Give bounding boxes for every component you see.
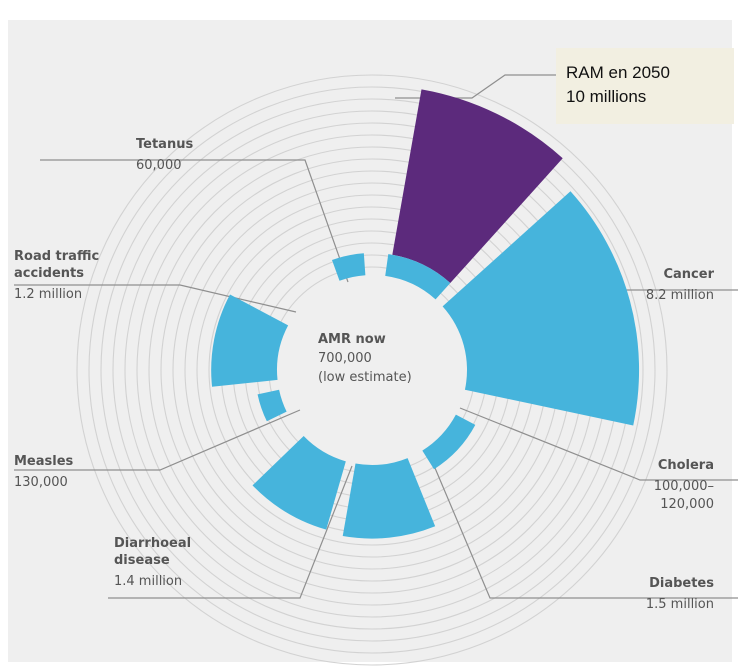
label-name: Diarrhoeal xyxy=(114,536,191,551)
leader-line xyxy=(40,159,349,283)
label-name: Measles xyxy=(14,454,74,469)
label-name: Cancer xyxy=(663,267,714,282)
center-label: AMR now 700,000 (low estimate) xyxy=(318,332,412,385)
label-value: 1.2 million xyxy=(14,287,82,302)
bars xyxy=(211,89,640,539)
label-diabetes: Diabetes 1.5 million xyxy=(646,576,714,612)
bar-diarrhoeal-disease xyxy=(252,435,346,530)
grid-ring xyxy=(76,74,668,666)
center-label-name: AMR now xyxy=(318,332,386,347)
label-value: 1.5 million xyxy=(646,597,714,612)
label-value: 130,000 xyxy=(14,475,68,490)
label-value: 60,000 xyxy=(136,158,182,173)
center-label-note: (low estimate) xyxy=(318,370,412,385)
leader-lines xyxy=(14,74,738,599)
center-label-value: 700,000 xyxy=(318,351,372,366)
bar-amr-now xyxy=(385,254,451,300)
leader-line xyxy=(14,284,297,313)
label-name: disease xyxy=(114,553,170,568)
bar-road-traffic-accidents xyxy=(211,294,289,387)
bar-cholera xyxy=(422,414,476,470)
callout: RAM en 2050 10 millions xyxy=(556,48,734,124)
grid-ring xyxy=(88,86,656,654)
label-name: Tetanus xyxy=(136,137,193,152)
callout-line-2: 10 millions xyxy=(566,87,646,106)
label-value: 8.2 million xyxy=(646,288,714,303)
bar-cancer xyxy=(442,191,640,426)
label-cancer: Cancer 8.2 million xyxy=(646,267,715,303)
label-name: Road traffic xyxy=(14,249,99,264)
label-value: 120,000 xyxy=(660,497,714,512)
leader-line xyxy=(459,407,738,481)
leader-line xyxy=(434,467,738,599)
bar-diabetes xyxy=(342,458,436,539)
callout-line-1: RAM en 2050 xyxy=(566,63,670,82)
leader-line xyxy=(108,465,353,599)
label-measles: Measles 130,000 xyxy=(14,454,74,490)
label-name: Diabetes xyxy=(649,576,714,591)
bar-amr-in-2050 xyxy=(392,89,563,284)
bar-measles xyxy=(257,389,287,422)
label-value: 1.4 million xyxy=(114,574,182,589)
label-diarrhoeal-disease: Diarrhoeal disease 1.4 million xyxy=(114,536,191,589)
label-road-traffic-accidents: Road traffic accidents 1.2 million xyxy=(14,249,99,302)
leader-line xyxy=(14,409,301,471)
callout-box xyxy=(556,48,734,124)
label-name: accidents xyxy=(14,266,84,281)
label-tetanus: Tetanus 60,000 xyxy=(136,137,193,173)
label-value: 100,000– xyxy=(654,479,714,494)
bar-tetanus xyxy=(331,253,366,281)
category-labels: Cancer 8.2 million Cholera 100,000– 120,000 D… xyxy=(14,137,715,612)
label-cholera: Cholera 100,000– 120,000 xyxy=(654,458,714,512)
label-name: Cholera xyxy=(658,458,714,473)
grid-ring xyxy=(100,98,644,642)
grid-rings xyxy=(76,74,668,666)
